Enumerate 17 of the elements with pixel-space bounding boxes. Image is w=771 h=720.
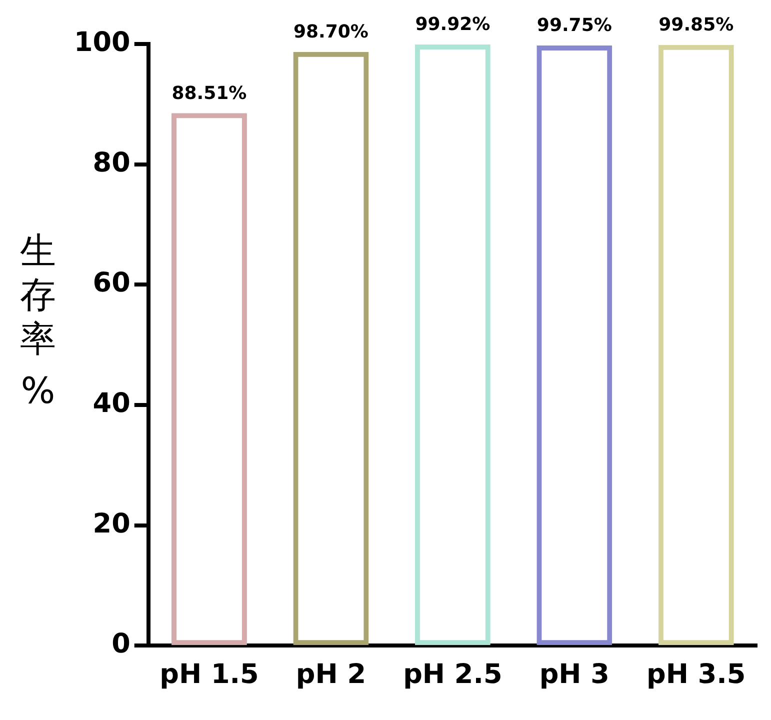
- y-tick-label: 20: [92, 508, 130, 540]
- y-axis-title: 生存率 %: [19, 230, 57, 414]
- x-tick-label: pH 3.5: [646, 658, 746, 690]
- data-label: 99.75%: [536, 15, 612, 36]
- x-tick-label: pH 2.5: [403, 658, 502, 690]
- y-tick-label: 0: [112, 628, 130, 660]
- x-tick-label: pH 3: [539, 658, 610, 690]
- data-label: 88.51%: [172, 82, 247, 104]
- x-tick-label: pH 2: [296, 658, 366, 690]
- data-label: 99.92%: [415, 14, 490, 36]
- y-tick-label: 80: [92, 147, 130, 178]
- x-tick-label: pH 1.5: [160, 658, 259, 690]
- data-label: 98.70%: [293, 21, 368, 42]
- y-tick-label: 100: [74, 27, 130, 58]
- y-tick-label: 60: [92, 268, 130, 299]
- y-tick-label: 40: [92, 388, 130, 419]
- data-label: 99.85%: [658, 14, 734, 36]
